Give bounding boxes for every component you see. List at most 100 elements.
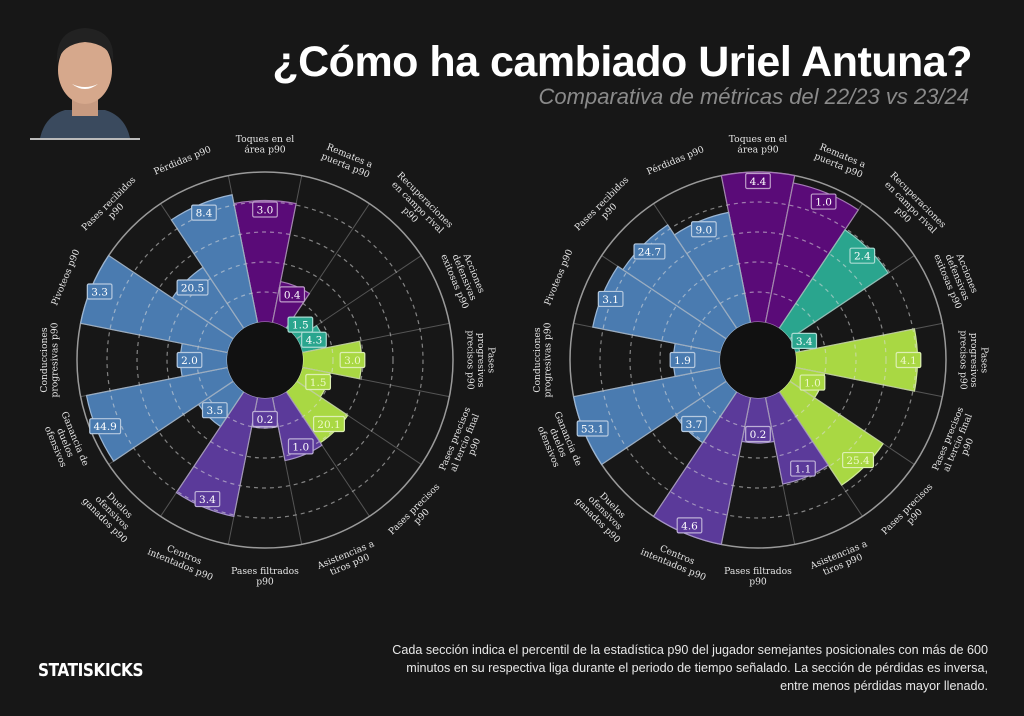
category-label: Recuperacionesen campo rivalp90 — [873, 170, 948, 245]
value-label: 1.0 — [292, 441, 309, 453]
value-label: 4.6 — [681, 520, 698, 532]
category-label-line: Pases precisos — [387, 481, 443, 537]
category-label-line: Pases — [486, 347, 497, 373]
value-label-box — [305, 373, 332, 391]
footnote: Cada sección indica el percentil de la e… — [392, 643, 988, 693]
category-label: Centrosintentados p90 — [639, 537, 712, 584]
category-label: Ganancia deduelosofensivos — [532, 410, 584, 476]
value-label: 1.0 — [804, 378, 821, 390]
category-label: Toques en el área p90 — [236, 134, 295, 156]
value-label: 1.5 — [292, 320, 309, 332]
category-label-line: Pérdidas p90 — [152, 144, 213, 178]
category-label: Remates apuerta p90 — [320, 141, 376, 181]
category-label-line: Pases filtrados — [231, 566, 299, 577]
page-title: ¿Cómo ha cambiado Uriel Antuna? — [272, 38, 972, 86]
slice-divider — [778, 391, 863, 517]
value-label-box — [252, 201, 278, 218]
slice-divider — [80, 366, 228, 398]
value-label-box — [810, 193, 837, 210]
category-label: Ganancia deduelosofensivos — [39, 410, 91, 476]
value-label-box — [89, 418, 122, 435]
category-label-line: Conducciones — [532, 327, 543, 392]
category-label: Pases precisosp90 — [387, 481, 450, 544]
value-label-box — [191, 204, 217, 221]
value-label-box — [799, 374, 826, 391]
value-label: 3.5 — [206, 405, 223, 417]
value-label-box — [745, 172, 771, 190]
category-label: Pases precisosal tercio finalp90 — [930, 405, 986, 480]
value-label-box — [339, 351, 366, 369]
category-label-line: precisos p90 — [465, 330, 476, 389]
category-label: Pases filtrados p90 — [231, 566, 299, 588]
slice-divider — [271, 175, 303, 323]
category-label-line: Pases — [979, 347, 990, 373]
category-label: Pasesprogresivosprecisos p90 — [465, 330, 497, 389]
slice-divider — [653, 391, 738, 517]
value-label-box — [791, 332, 818, 349]
value-label-box — [849, 247, 876, 264]
value-label-box — [301, 331, 327, 348]
category-label-line: Conducciones — [39, 327, 50, 392]
category-label: Duelosofensivosganados p90 — [573, 481, 638, 546]
grid-ring — [196, 291, 334, 429]
slice-divider — [80, 322, 228, 354]
grid-ring — [659, 261, 857, 459]
category-label-line: progresivas p90 — [542, 322, 553, 397]
value-label-box — [790, 460, 816, 477]
value-label-box — [745, 425, 771, 443]
category-label-line: Pases recibidos — [80, 174, 139, 233]
value-label-box — [176, 351, 203, 369]
category-label-line: progresivas p90 — [49, 322, 60, 397]
value-label: 1.5 — [310, 377, 327, 389]
value-label: 3.0 — [344, 355, 361, 367]
category-label: Asistencias atiros p90 — [315, 538, 381, 582]
slice-divider — [720, 175, 752, 323]
value-label-box — [176, 279, 209, 296]
center-hole — [720, 322, 796, 398]
value-label-box — [86, 283, 113, 300]
slice-divider — [720, 397, 752, 545]
value-label-box — [681, 415, 707, 433]
category-label: Pases precisosp90 — [880, 481, 943, 544]
statiskicks-logo: STATISKICKS — [38, 660, 144, 681]
category-label-line: área p90 — [244, 144, 285, 155]
value-label-box — [597, 290, 624, 308]
slice-divider — [227, 175, 259, 323]
value-label-box — [895, 351, 922, 369]
value-label: 2.0 — [181, 355, 198, 367]
category-label: Pivoteos p90 — [542, 248, 575, 308]
category-label: Duelosofensivosganados p90 — [80, 481, 145, 546]
category-label-line: Pases filtrados — [724, 566, 792, 577]
category-label: Conduccionesprogresivas p90 — [532, 322, 554, 397]
value-label-box — [252, 410, 278, 428]
value-label: 1.1 — [795, 464, 812, 476]
grid-ring — [629, 231, 887, 489]
value-label-box — [194, 490, 221, 508]
value-label: 3.7 — [686, 419, 703, 431]
slice-divider — [573, 366, 721, 398]
category-label-line: Pivoteos p90 — [49, 248, 82, 308]
slice-divider — [573, 322, 721, 354]
value-label: 3.4 — [199, 494, 216, 506]
category-label-line: Pivoteos p90 — [542, 248, 575, 308]
value-label-box — [279, 286, 306, 303]
value-label: 1.9 — [674, 355, 691, 367]
slice-divider — [778, 203, 863, 329]
slice-divider — [764, 175, 796, 323]
value-label: 8.4 — [196, 208, 213, 220]
category-label: Pases precisosal tercio finalp90 — [437, 405, 493, 480]
slice-divider — [296, 380, 422, 465]
value-label-box — [287, 316, 314, 333]
value-label: 53.1 — [581, 424, 604, 436]
value-label-box — [201, 402, 228, 419]
value-label-box — [633, 243, 666, 260]
value-label-box — [287, 438, 314, 455]
slice-divider — [789, 255, 915, 340]
value-label: 3.1 — [602, 294, 619, 306]
value-label: 24.7 — [638, 246, 661, 258]
value-label: 9.0 — [695, 224, 712, 236]
value-label: 0.4 — [284, 289, 301, 301]
slice-divider — [795, 322, 943, 354]
slice-divider — [160, 391, 245, 517]
slice-divider — [653, 203, 738, 329]
